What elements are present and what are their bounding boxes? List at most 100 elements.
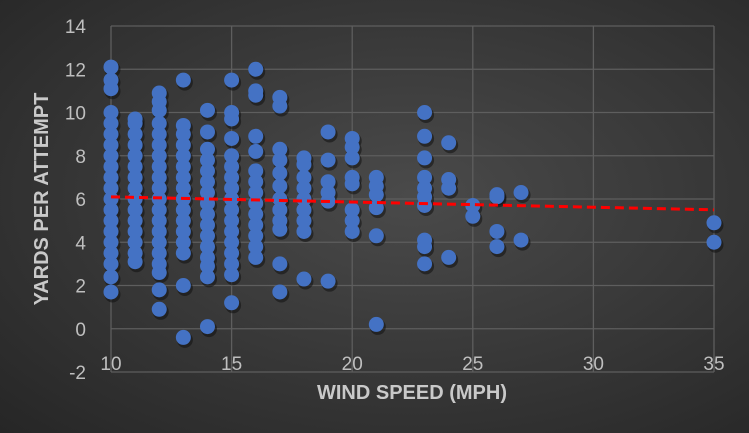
data-point xyxy=(175,213,191,229)
y-tick-label: 4 xyxy=(75,233,86,254)
x-tick-label: 30 xyxy=(583,354,604,375)
data-point xyxy=(175,169,191,185)
data-point xyxy=(296,202,312,218)
data-point xyxy=(320,273,336,289)
x-axis-title: WIND SPEED (MPH) xyxy=(317,382,507,404)
data-point xyxy=(151,234,167,250)
data-point xyxy=(103,72,119,88)
data-point xyxy=(441,135,457,151)
data-point xyxy=(513,232,529,248)
data-point xyxy=(127,169,143,185)
data-point xyxy=(199,102,215,118)
data-point xyxy=(224,72,240,88)
data-point xyxy=(175,159,191,175)
data-point xyxy=(248,61,264,77)
data-point xyxy=(224,159,240,175)
data-point xyxy=(441,172,457,188)
data-point xyxy=(175,245,191,261)
data-point xyxy=(224,105,240,120)
data-point xyxy=(127,180,143,196)
data-point xyxy=(199,319,215,335)
data-point xyxy=(175,223,191,239)
data-point xyxy=(344,150,360,166)
data-point xyxy=(127,137,143,153)
data-point xyxy=(199,185,215,201)
data-point xyxy=(151,148,167,164)
data-point xyxy=(344,213,360,229)
data-points xyxy=(103,59,724,348)
data-point xyxy=(248,128,264,144)
data-point xyxy=(103,256,119,272)
data-point xyxy=(151,137,167,153)
data-point xyxy=(296,223,312,239)
data-point xyxy=(224,223,240,239)
data-point xyxy=(248,217,264,233)
x-tick-label: 10 xyxy=(100,354,121,375)
data-point xyxy=(103,191,119,207)
data-point xyxy=(103,269,119,285)
data-point xyxy=(103,59,119,75)
y-tick-label: 6 xyxy=(75,190,86,211)
data-point xyxy=(344,223,360,239)
data-point xyxy=(368,169,384,185)
data-point xyxy=(224,234,240,250)
data-point xyxy=(151,301,167,317)
data-point xyxy=(151,159,167,175)
data-point xyxy=(272,284,288,300)
data-point xyxy=(417,105,433,120)
x-tick-label: 25 xyxy=(462,354,483,375)
data-point xyxy=(199,239,215,255)
data-point xyxy=(272,152,288,168)
data-point xyxy=(272,202,288,218)
x-tick-label: 15 xyxy=(221,354,242,375)
data-point xyxy=(465,208,481,224)
x-tick-label: 20 xyxy=(342,354,363,375)
data-point xyxy=(417,128,433,144)
data-point xyxy=(103,126,119,142)
data-point xyxy=(151,180,167,196)
data-point xyxy=(224,256,240,272)
data-point xyxy=(175,202,191,218)
data-point xyxy=(151,245,167,261)
data-point xyxy=(248,206,264,222)
data-point xyxy=(199,141,215,157)
data-point xyxy=(103,245,119,261)
data-point xyxy=(175,148,191,164)
data-point xyxy=(344,169,360,185)
data-point xyxy=(175,137,191,153)
data-point xyxy=(296,180,312,196)
data-point xyxy=(127,234,143,250)
data-point xyxy=(199,124,215,140)
data-point xyxy=(224,213,240,229)
data-point xyxy=(151,115,167,131)
data-point xyxy=(272,256,288,272)
y-tick-label: 8 xyxy=(75,147,86,168)
y-axis-title: YARDS PER ATTEMPT xyxy=(31,93,53,306)
data-point xyxy=(175,329,191,345)
data-point xyxy=(151,202,167,218)
data-point xyxy=(151,169,167,185)
data-point xyxy=(248,228,264,244)
data-point xyxy=(199,217,215,233)
data-point xyxy=(224,295,240,311)
data-point xyxy=(272,178,288,194)
data-point xyxy=(199,174,215,190)
y-tick-label: 10 xyxy=(65,104,86,125)
data-point xyxy=(272,213,288,229)
data-point xyxy=(127,148,143,164)
data-point xyxy=(344,202,360,218)
data-point xyxy=(103,234,119,250)
data-point xyxy=(151,126,167,142)
data-point xyxy=(296,213,312,229)
data-point xyxy=(224,169,240,185)
data-point xyxy=(296,191,312,207)
data-point xyxy=(513,185,529,201)
data-point xyxy=(417,150,433,166)
data-point xyxy=(151,282,167,298)
data-point xyxy=(199,228,215,244)
y-tick-label: 14 xyxy=(65,17,87,38)
data-point xyxy=(151,85,167,101)
data-point xyxy=(224,130,240,146)
data-point xyxy=(175,278,191,293)
data-point xyxy=(296,169,312,185)
